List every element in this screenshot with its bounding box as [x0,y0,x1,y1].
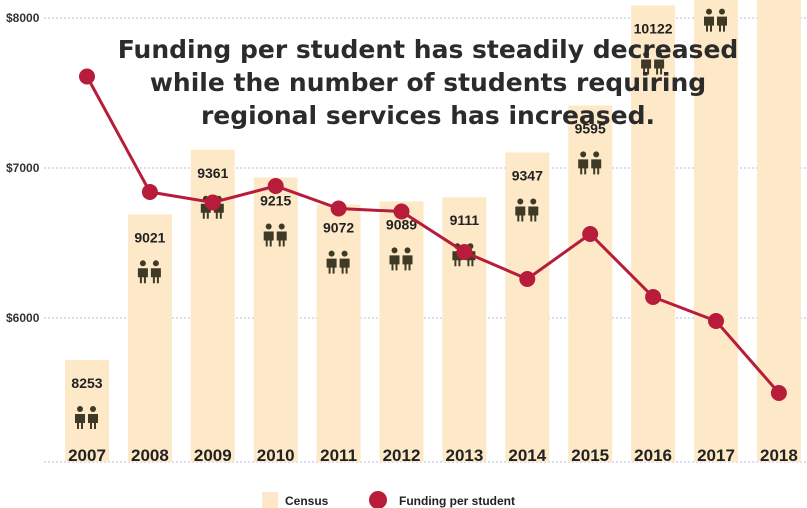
census-data-label: 9595 [575,120,606,136]
y-axis-ticks: $8000 $7000 $6000 [6,11,40,325]
funding-point [519,271,536,287]
x-tick-label: 2008 [131,446,169,465]
grid-lines [44,17,807,463]
funding-point [141,184,158,200]
funding-point [393,203,410,220]
chart-title-line: Funding per student has steadily decreas… [118,35,739,64]
y-tick-label: $7000 [6,161,40,175]
census-data-label: 8253 [71,375,102,391]
census-data-label: 9089 [386,216,417,232]
x-tick-label: 2007 [68,446,106,465]
census-bar [442,197,487,462]
census-data-label: 9361 [197,165,228,181]
census-bar [505,152,550,462]
people-icon [389,247,413,271]
people-icon [578,151,602,175]
funding-point [708,313,724,329]
funding-point [204,194,221,211]
funding-point [770,385,787,401]
x-tick-label: 2011 [320,446,357,465]
x-tick-label: 2009 [194,446,232,465]
legend-funding-marker [369,491,387,508]
chart-title: Funding per student has steadily decreas… [118,35,739,130]
x-tick-label: 2016 [634,446,672,465]
funding-point [267,178,284,194]
x-tick-label: 2014 [508,446,546,465]
people-icon [515,198,539,222]
legend: Census Funding per student [262,491,515,508]
census-data-label: 10122 [634,20,673,36]
x-tick-label: 2010 [257,446,295,465]
funding-point [582,226,599,242]
people-icon [263,223,287,247]
census-data-label: 9111 [450,212,480,228]
people-icon [704,8,727,32]
funding-line [79,68,787,401]
funding-series-line [85,75,781,394]
census-bar [631,5,676,462]
people-icon [137,260,161,284]
x-tick-label: 2015 [571,446,609,465]
x-tick-label: 2017 [697,446,735,465]
census-bar [253,177,298,462]
census-bar [127,214,172,462]
funding-point [645,289,662,305]
x-tick-label: 2018 [760,446,798,465]
chart-title-line: while the number of students requiring [150,68,706,97]
y-tick-label: $8000 [6,11,40,25]
x-tick-label: 2013 [445,446,483,465]
legend-census-label: Census [285,494,329,508]
census-bars: 8253 9021 9361 9215 9072 9089 9111 9347 9595 1012… [65,0,801,463]
census-bar [694,0,738,463]
census-bar [379,201,424,462]
people-icon [326,250,350,274]
census-bar [316,204,361,463]
x-tick-label: 2012 [383,446,421,465]
funding-point [330,200,347,217]
funding-point [456,244,473,260]
chart-title-line: regional services has increased. [201,101,655,130]
funding-point [79,68,95,85]
census-data-label: 9021 [134,229,165,245]
x-axis-ticks: 2007 2008 2009 2010 2011 2012 2013 2014 2015 2016… [68,446,798,465]
legend-census-swatch [262,492,278,508]
census-data-label: 9347 [512,167,543,183]
census-data-label: 9215 [260,193,291,209]
people-icon [75,406,98,429]
y-tick-label: $6000 [6,311,40,325]
legend-funding-label: Funding per student [399,494,515,508]
people-icon [641,51,665,75]
census-bar [65,360,109,462]
census-data-label: 9072 [323,220,354,236]
census-bar [568,105,613,462]
